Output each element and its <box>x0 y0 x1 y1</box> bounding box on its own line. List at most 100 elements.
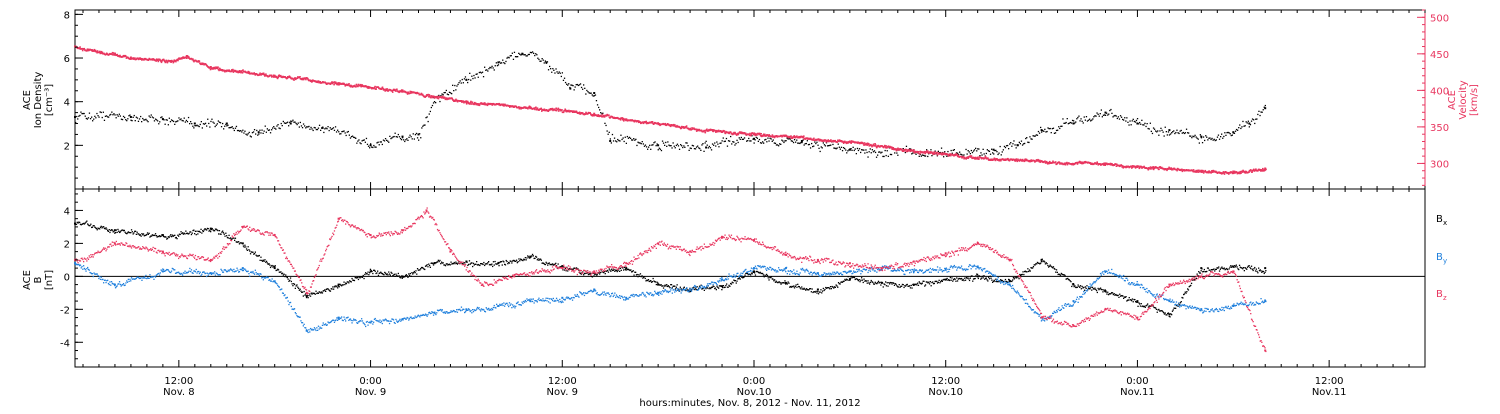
ion-density-series-sample <box>612 134 613 135</box>
bx-series-sample <box>979 276 980 277</box>
ion-density-series-sample <box>591 93 592 94</box>
bx-series-sample <box>1086 288 1087 289</box>
ion-density-series-sample <box>1019 142 1020 143</box>
bx-series-sample <box>893 283 894 284</box>
ion-density-series-sample <box>94 116 95 117</box>
ion-density-series-sample <box>1058 126 1059 127</box>
ion-density-series-sample <box>562 72 563 73</box>
ion-density-series-sample <box>1250 124 1251 125</box>
bx-series-sample <box>942 281 943 282</box>
bx-series-sample <box>729 286 730 287</box>
ion-density-series-sample <box>542 58 543 59</box>
velocity-series-sample <box>444 97 446 99</box>
bx-series-sample <box>389 273 390 274</box>
ion-density-series-sample <box>874 150 875 151</box>
bx-series-sample <box>633 270 634 271</box>
bx-series-sample <box>713 286 714 287</box>
ion-density-series-sample <box>322 127 323 128</box>
ion-density-series-sample <box>1057 130 1058 131</box>
ion-density-series-sample <box>283 121 284 122</box>
ion-density-series-sample <box>1254 123 1255 124</box>
bx-series-sample <box>887 286 888 287</box>
bx-series-sample <box>1252 269 1253 270</box>
bx-series-sample <box>302 292 303 293</box>
ion-density-series-sample <box>673 142 674 143</box>
bx-series-sample <box>621 270 622 271</box>
bx-series-sample <box>331 288 332 289</box>
velocity-series-sample <box>395 90 397 92</box>
bx-series-sample <box>793 285 794 286</box>
ion-density-series-sample <box>1264 107 1265 108</box>
velocity-series-sample <box>192 58 194 60</box>
bx-series-sample <box>816 291 817 292</box>
ion-density-series-sample <box>317 129 318 130</box>
ion-density-series-sample <box>298 123 299 124</box>
ion-density-series-sample <box>585 93 586 94</box>
ion-density-series-sample <box>643 143 644 144</box>
bx-series-sample <box>1119 294 1120 295</box>
ion-density-series-sample <box>1225 135 1226 136</box>
ion-density-series-sample <box>561 76 562 77</box>
bx-series-sample <box>1229 268 1230 269</box>
bx-series-sample <box>415 272 416 273</box>
by-series-sample <box>78 264 79 265</box>
ion-density-series-sample <box>1002 151 1003 152</box>
bx-series-sample <box>526 259 527 260</box>
bx-series-sample <box>298 288 299 289</box>
bx-series-sample <box>196 234 197 235</box>
ion-density-series-sample <box>499 61 500 62</box>
bx-series-sample <box>219 230 220 231</box>
ion-density-series-sample <box>838 144 839 145</box>
ion-density-series-sample <box>498 64 499 65</box>
ion-density-series-sample <box>649 145 650 146</box>
ion-density-series-sample <box>537 58 538 59</box>
ion-density-series-sample <box>311 128 312 129</box>
bx-series-sample <box>1084 290 1085 291</box>
velocity-series-sample <box>705 132 707 134</box>
bx-series-sample <box>363 275 364 276</box>
bx-series-sample <box>929 283 930 284</box>
bx-series-sample <box>624 267 625 268</box>
bx-series-sample <box>885 281 886 282</box>
bx-series-sample <box>796 287 797 288</box>
ion-density-series-sample <box>1206 137 1207 138</box>
ion-density-series-sample <box>969 151 970 152</box>
bx-series-sample <box>93 225 94 226</box>
bx-series-sample <box>562 265 563 266</box>
ion-density-series-sample <box>263 133 264 134</box>
ion-density-series-sample <box>584 88 585 89</box>
ion-density-series-sample <box>872 149 873 150</box>
ion-density-series-sample <box>190 121 191 122</box>
ion-density-series-sample <box>632 139 633 140</box>
ion-density-series-sample <box>883 156 884 157</box>
ion-density-series-sample <box>1158 135 1159 136</box>
ion-density-series-sample <box>558 73 559 74</box>
bx-series-sample <box>1229 267 1230 268</box>
ion-density-series-sample <box>850 148 851 149</box>
bx-series-sample <box>854 277 855 278</box>
velocity-series-sample <box>418 93 420 95</box>
bx-series-sample <box>223 232 224 233</box>
bx-series-sample <box>918 285 919 286</box>
bx-series-sample <box>471 262 472 263</box>
ion-density-series-sample <box>1012 143 1013 144</box>
ion-density-series-sample <box>384 140 385 141</box>
ion-density-series-sample <box>244 131 245 132</box>
bx-series-sample <box>546 263 547 264</box>
bottom-panel-frame <box>75 189 1425 367</box>
ion-density-series-sample <box>287 122 288 123</box>
bx-series-sample <box>249 250 250 251</box>
ion-density-series-sample <box>168 124 169 125</box>
ion-density-series-sample <box>217 123 218 124</box>
velocity-series-sample <box>1103 163 1105 165</box>
ion-density-series-sample <box>700 150 701 151</box>
ion-density-series-sample <box>502 60 503 61</box>
ion-density-series-sample <box>563 80 564 81</box>
bx-series-sample <box>383 274 384 275</box>
ion-density-series-sample <box>626 143 627 144</box>
ion-density-series-sample <box>408 137 409 138</box>
bx-series-sample <box>623 269 624 270</box>
ion-density-series-sample <box>145 119 146 120</box>
bx-series-sample <box>1134 299 1135 300</box>
bx-series-sample <box>1165 312 1166 313</box>
